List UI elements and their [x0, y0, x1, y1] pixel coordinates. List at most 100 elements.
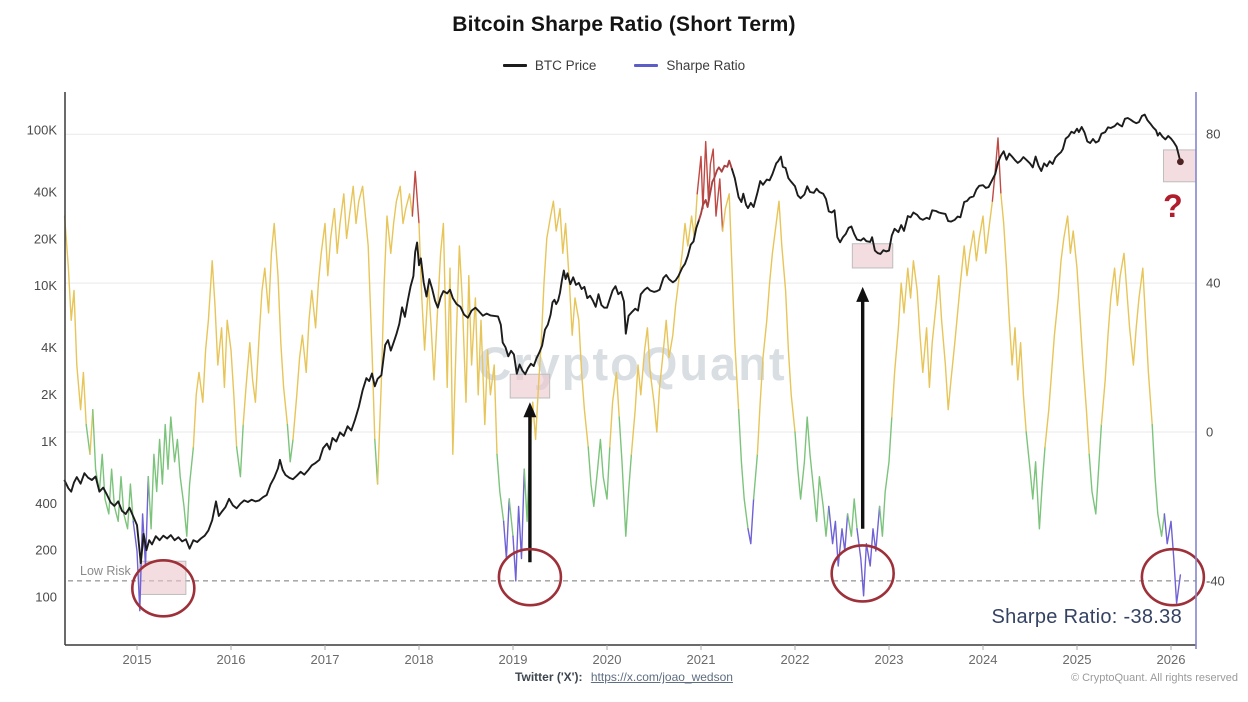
- highlight-circle: [1140, 547, 1206, 607]
- highlight-box: [851, 243, 894, 269]
- legend-label-btc: BTC Price: [534, 58, 597, 73]
- series-segment: [235, 423, 244, 478]
- left-axis-tick-label: 100K: [27, 123, 58, 138]
- series-segment: [794, 416, 830, 537]
- series-segment: [376, 185, 414, 485]
- x-axis-year-label: 2025: [1063, 652, 1092, 667]
- left-axis-tick-label: 40K: [34, 184, 57, 199]
- footer-attribution: Twitter ('X'): https://x.com/joao_wedson: [0, 670, 1248, 684]
- left-axis-tick-label: 20K: [34, 231, 57, 246]
- left-axis-tick-label: 200: [35, 543, 57, 558]
- legend: BTC Price Sharpe Ratio: [0, 58, 1248, 73]
- series-segment: [529, 200, 589, 448]
- series-segment: [89, 409, 94, 455]
- series-segment: [698, 159, 733, 221]
- series-segment: [737, 409, 749, 530]
- series-segment: [1151, 423, 1166, 537]
- series-segment: [1000, 193, 1027, 433]
- highlight-box: [1162, 149, 1197, 183]
- series-segment: [192, 260, 238, 448]
- x-axis-year-label: 2018: [405, 652, 434, 667]
- series-segment: [891, 200, 994, 418]
- series-segment: [856, 505, 881, 597]
- btc-line-swatch: [502, 64, 527, 67]
- x-axis-year-label: 2019: [499, 652, 528, 667]
- series-segment: [756, 200, 796, 455]
- highlight-circle: [497, 547, 563, 607]
- right-axis-tick-label: 40: [1206, 276, 1220, 291]
- series-segment: [496, 453, 505, 522]
- x-axis-year-label: 2022: [781, 652, 810, 667]
- page-title: Bitcoin Sharpe Ratio (Short Term): [452, 13, 796, 36]
- series-segment: [1163, 513, 1182, 604]
- series-segment: [374, 438, 379, 485]
- left-axis-tick-label: 2K: [41, 387, 57, 402]
- series-segment: [508, 498, 514, 537]
- series-segment: [587, 438, 611, 508]
- left-axis-tick-label: 10K: [34, 278, 57, 293]
- highlight-circle: [131, 559, 196, 618]
- series-segment: [1044, 215, 1090, 455]
- highlight-box: [139, 560, 187, 595]
- right-axis-tick-label: 0: [1206, 425, 1213, 440]
- highlight-boxes: [139, 149, 1197, 595]
- series-segment: [418, 222, 498, 455]
- series-segment: [63, 218, 701, 565]
- highlight-circle: [830, 544, 895, 603]
- series-segment: [1025, 431, 1046, 530]
- left-axis-tick-label: 400: [35, 496, 57, 511]
- x-axis-year-label: 2020: [593, 652, 622, 667]
- series-segment: [747, 498, 755, 545]
- x-axis-year-label: 2026: [1157, 652, 1186, 667]
- right-axis-tick-label: 80: [1206, 127, 1220, 142]
- twitter-label: Twitter ('X'):: [515, 670, 583, 684]
- sharpe-ratio-callout: Sharpe Ratio: -38.38: [991, 606, 1182, 628]
- series-segment: [878, 416, 893, 537]
- series-segment: [512, 468, 525, 582]
- twitter-link[interactable]: https://x.com/joao_wedson: [590, 670, 733, 684]
- series-segment: [286, 423, 294, 463]
- x-axis-year-label: 2023: [875, 652, 904, 667]
- series-segment: [609, 371, 620, 448]
- arrow-head-icon: [523, 402, 537, 418]
- legend-label-sharpe: Sharpe Ratio: [666, 58, 746, 73]
- series-segment: [731, 113, 1182, 255]
- highlight-circles: [131, 544, 1206, 618]
- left-axis-tick-label: 100: [35, 590, 57, 605]
- series-segment: [752, 453, 759, 500]
- x-axis-year-label: 2016: [217, 652, 246, 667]
- series-segment: [502, 498, 510, 560]
- x-axis-year-label: 2024: [969, 652, 998, 667]
- arrow-head-icon: [856, 286, 870, 302]
- series-segment: [242, 222, 289, 426]
- copyright-notice: © CryptoQuant. All rights reserved: [1070, 672, 1238, 684]
- right-axis-tick-label: -40: [1206, 573, 1225, 588]
- low-risk-label: Low Risk: [80, 564, 131, 578]
- series-segment: [618, 416, 633, 537]
- series-segment: [846, 498, 858, 537]
- legend-item-sharpe: Sharpe Ratio: [634, 58, 745, 73]
- series-segment: [92, 409, 134, 530]
- left-axis-tick-label: 1K: [41, 434, 57, 449]
- sharpe-ratio-series: [63, 137, 1182, 612]
- btc-price-series: [63, 113, 1182, 565]
- legend-item-btc: BTC Price: [502, 58, 597, 73]
- x-axis-year-label: 2021: [687, 652, 716, 667]
- series-segment: [292, 185, 376, 441]
- left-axis-tick-label: 4K: [41, 340, 57, 355]
- sharpe-line-swatch: [634, 64, 659, 67]
- series-segment: [721, 193, 740, 411]
- series-segment: [411, 170, 420, 225]
- series-segment: [696, 140, 724, 232]
- series-segment: [85, 423, 91, 455]
- series-segment: [1100, 252, 1153, 426]
- series-segment: [991, 137, 1002, 202]
- series-segment: [147, 416, 195, 537]
- x-axis-year-label: 2015: [123, 652, 152, 667]
- series-segment: [630, 193, 698, 455]
- question-mark: ?: [1163, 188, 1183, 224]
- arrows: [523, 286, 870, 563]
- series-segment: [1088, 423, 1103, 515]
